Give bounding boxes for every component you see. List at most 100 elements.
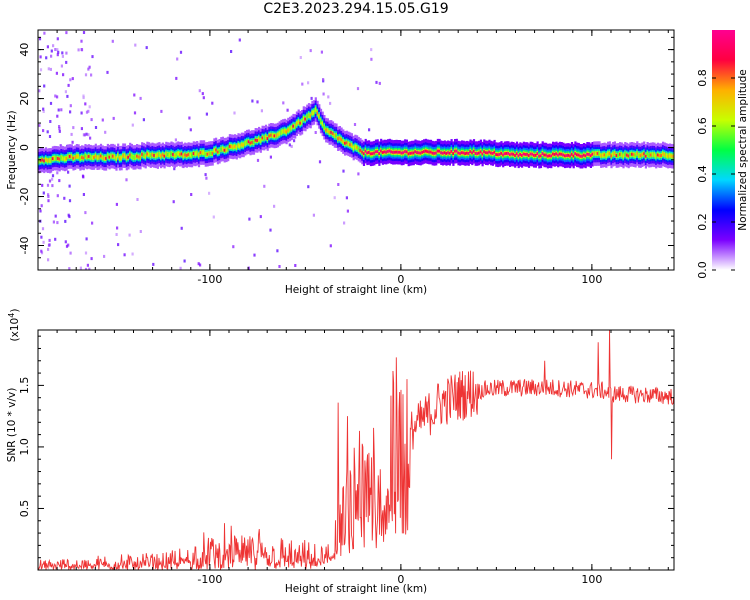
ridge-core [318,114,321,118]
ridge-core [331,132,335,135]
ridge-core [414,150,417,154]
ridge-core [641,153,644,157]
ridge-core [182,154,185,158]
ridge-core [89,155,92,159]
ridge-core [412,151,415,155]
snr-ticks: -100 0 100 0.5 1.0 1.5 [18,330,674,586]
noise-speckle [333,196,336,200]
colorbar-strip [712,30,735,270]
ridge-core [154,154,158,158]
noise-speckle [46,183,50,187]
ridge-core [46,159,49,163]
ridge-core [244,141,247,145]
colorbar-tick-label: 0.6 [696,117,709,135]
ridge-core [218,149,221,153]
ridge-core [644,154,647,158]
ridge-core [136,154,139,158]
noise-speckle [62,73,65,77]
noise-speckle [180,226,183,230]
ridge-core [79,156,82,160]
ridge-core [268,134,271,138]
noise-speckle [337,183,340,186]
y-tick-label: 0 [18,144,31,151]
ridge-core [130,154,133,158]
ridge-core [366,151,369,155]
noise-speckle [52,220,55,224]
noise-speckle [329,101,332,105]
noise-speckle [201,92,204,96]
noise-speckle [356,87,360,91]
ridge-core [96,156,99,160]
ridge-core [581,154,584,158]
noise-speckle [123,253,126,257]
ridge-core [316,111,319,115]
noise-speckle [142,118,145,122]
noise-speckle [230,50,233,53]
noise-speckle [40,249,43,253]
ridge-core [610,154,613,158]
y-tick-label: 40 [18,43,31,57]
noise-speckle [82,96,85,100]
ridge-core [170,152,173,156]
noise-speckle [47,193,50,197]
noise-speckle [54,48,57,51]
ridge-core [579,154,582,158]
ridge-core [552,152,555,156]
ridge-core [179,152,182,156]
ridge-core [84,154,87,158]
ridge-core [503,152,506,156]
noise-speckle [58,179,61,183]
noise-speckle [38,123,41,127]
noise-speckle [111,39,114,43]
ridge-core [459,152,462,155]
noise-speckle [346,209,349,213]
ridge-core [543,153,546,157]
noise-speckle [197,262,200,266]
ridge-core [350,144,353,147]
ridge-core [560,152,563,156]
ridge-core [254,138,257,142]
ridge-core [651,153,654,156]
noise-speckle [370,57,373,61]
ridge-core [484,151,488,155]
ridge-core [41,158,44,162]
noise-speckle [51,177,54,181]
ridge-core [486,151,489,155]
noise-speckle [353,123,357,126]
noise-speckle [251,99,254,103]
noise-speckle [101,118,104,122]
colorbar: 0.0 0.2 0.4 0.6 0.8 Normalized spectral ampl… [696,30,749,279]
ridge-core [86,155,89,159]
noise-speckle [357,172,360,176]
noise-speckle [82,175,85,179]
ridge-core [582,153,586,157]
ridge-core [70,155,73,158]
noise-speckle [61,54,64,58]
ridge-core [483,150,486,154]
ridge-core [75,154,78,158]
ridge-core [43,159,46,163]
noise-speckle [47,247,50,251]
noise-speckle [56,114,59,118]
ridge-core [53,156,56,160]
ridge-core [517,154,520,158]
ridge-core [142,153,146,157]
noise-speckle [233,111,236,115]
ridge-core [617,153,620,157]
noise-speckle [286,108,289,112]
ridge-core [447,151,450,155]
ridge-core [390,150,393,154]
ridge-core [405,150,408,154]
ridge-core [452,152,455,155]
ridge-core [668,154,671,158]
snr-series-line [38,330,674,570]
ridge-core [450,149,453,153]
ridge-core [381,151,384,154]
ridge-core [388,149,391,153]
noise-speckle [260,109,263,113]
noise-speckle [63,196,66,200]
noise-speckle [370,48,373,52]
x-tick-label: 100 [581,573,602,586]
noise-speckle [47,243,51,247]
ridge-core [347,142,350,146]
